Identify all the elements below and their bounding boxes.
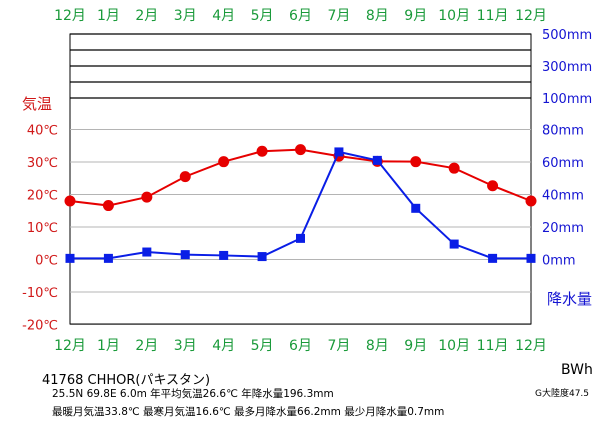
month-label: 1月 — [97, 8, 120, 24]
precipitation-point — [411, 203, 421, 213]
month-labels-bottom: 12月 1月 2月 3月 4月 5月 6月 7月 8月 9月 10月 11月 12月 — [54, 338, 547, 354]
temperature-point — [410, 156, 422, 168]
precipitation-point — [257, 252, 267, 262]
temperature-tick-label: 0℃ — [35, 254, 58, 269]
chart-series — [64, 144, 537, 263]
temperature-point — [295, 144, 306, 156]
month-label: 2月 — [135, 8, 158, 24]
month-label: 4月 — [212, 8, 235, 24]
precipitation-point — [65, 253, 75, 263]
precipitation-point — [296, 233, 305, 243]
month-label: 3月 — [174, 338, 197, 354]
month-label: 3月 — [174, 8, 197, 24]
precipitation-axis: 500mm 300mm 100mm 80mm 60mm 40mm 20mm 0mm — [542, 28, 592, 269]
precipitation-tick-label: 60mm — [542, 156, 584, 171]
month-label: 12月 — [54, 8, 86, 24]
precipitation-axis-title: 降水量 — [547, 290, 592, 308]
precipitation-tick-label: 500mm — [542, 28, 592, 43]
temperature-point — [487, 180, 499, 192]
month-label: 12月 — [515, 8, 547, 24]
climate-classification: BWh — [561, 362, 593, 378]
temperature-line — [69, 148, 532, 207]
temperature-tick-label: 20℃ — [27, 189, 58, 204]
month-label: 11月 — [477, 8, 509, 24]
month-label: 11月 — [477, 338, 509, 354]
precipitation-point — [219, 250, 229, 260]
month-label: 12月 — [515, 338, 547, 354]
precipitation-tick-label: 100mm — [542, 92, 592, 107]
precipitation-tick-label: 0mm — [542, 254, 576, 269]
temperature-point — [141, 191, 153, 203]
temperature-point — [179, 171, 191, 183]
precipitation-tick-label: 20mm — [542, 221, 584, 236]
month-label: 5月 — [251, 338, 274, 354]
precipitation-tick-label: 300mm — [542, 60, 592, 75]
precipitation-point — [449, 239, 459, 249]
temperature-point — [525, 195, 537, 207]
month-label: 1月 — [97, 338, 120, 354]
precipitation-point — [372, 155, 382, 165]
temperature-point — [256, 145, 268, 157]
chart-grid — [69, 33, 532, 325]
station-stats-line1: 25.5N 69.8E 6.0m 年平均気温26.6℃ 年降水量196.3mm — [52, 388, 334, 400]
temperature-point — [64, 195, 76, 207]
temperature-point — [102, 200, 114, 212]
month-label: 9月 — [404, 338, 427, 354]
precipitation-point — [103, 253, 113, 263]
precipitation-point — [334, 147, 344, 157]
temperature-axis: 40℃ 30℃ 20℃ 10℃ 0℃ -10℃ -20℃ — [22, 124, 58, 334]
temperature-point — [218, 156, 230, 168]
month-label: 5月 — [251, 8, 274, 24]
month-label: 7月 — [327, 8, 350, 24]
month-labels-top: 12月 1月 2月 3月 4月 5月 6月 7月 8月 9月 10月 11月 12月 — [54, 8, 547, 24]
continentality-index: G大陸度47.5 — [535, 389, 590, 399]
station-name: 41768 CHHOR(パキスタン) — [42, 373, 211, 388]
month-label: 10月 — [438, 8, 470, 24]
month-label: 2月 — [135, 338, 158, 354]
month-label: 4月 — [212, 338, 235, 354]
month-label: 7月 — [327, 338, 350, 354]
month-label: 8月 — [366, 338, 389, 354]
precipitation-point — [488, 253, 498, 263]
month-label: 6月 — [289, 8, 312, 24]
temperature-tick-label: -20℃ — [22, 319, 58, 334]
precipitation-tick-label: 80mm — [542, 124, 584, 139]
temperature-tick-label: 30℃ — [27, 156, 58, 171]
month-label: 9月 — [404, 8, 427, 24]
precipitation-point — [526, 253, 536, 263]
month-label: 6月 — [289, 338, 312, 354]
temperature-point — [448, 162, 460, 174]
precipitation-point — [142, 247, 152, 257]
station-stats-line2: 最暖月気温33.8℃ 最寒月気温16.6℃ 最多月降水量66.2mm 最少月降水… — [52, 406, 445, 418]
precipitation-tick-label: 40mm — [542, 189, 584, 204]
month-label: 10月 — [438, 338, 470, 354]
temperature-tick-label: -10℃ — [22, 286, 58, 301]
temperature-tick-label: 40℃ — [27, 124, 58, 139]
month-label: 8月 — [366, 8, 389, 24]
precipitation-point — [180, 250, 190, 260]
month-label: 12月 — [54, 338, 86, 354]
temperature-axis-title: 気温 — [22, 95, 52, 113]
plot-frame — [69, 33, 532, 325]
temperature-tick-label: 10℃ — [27, 221, 58, 236]
